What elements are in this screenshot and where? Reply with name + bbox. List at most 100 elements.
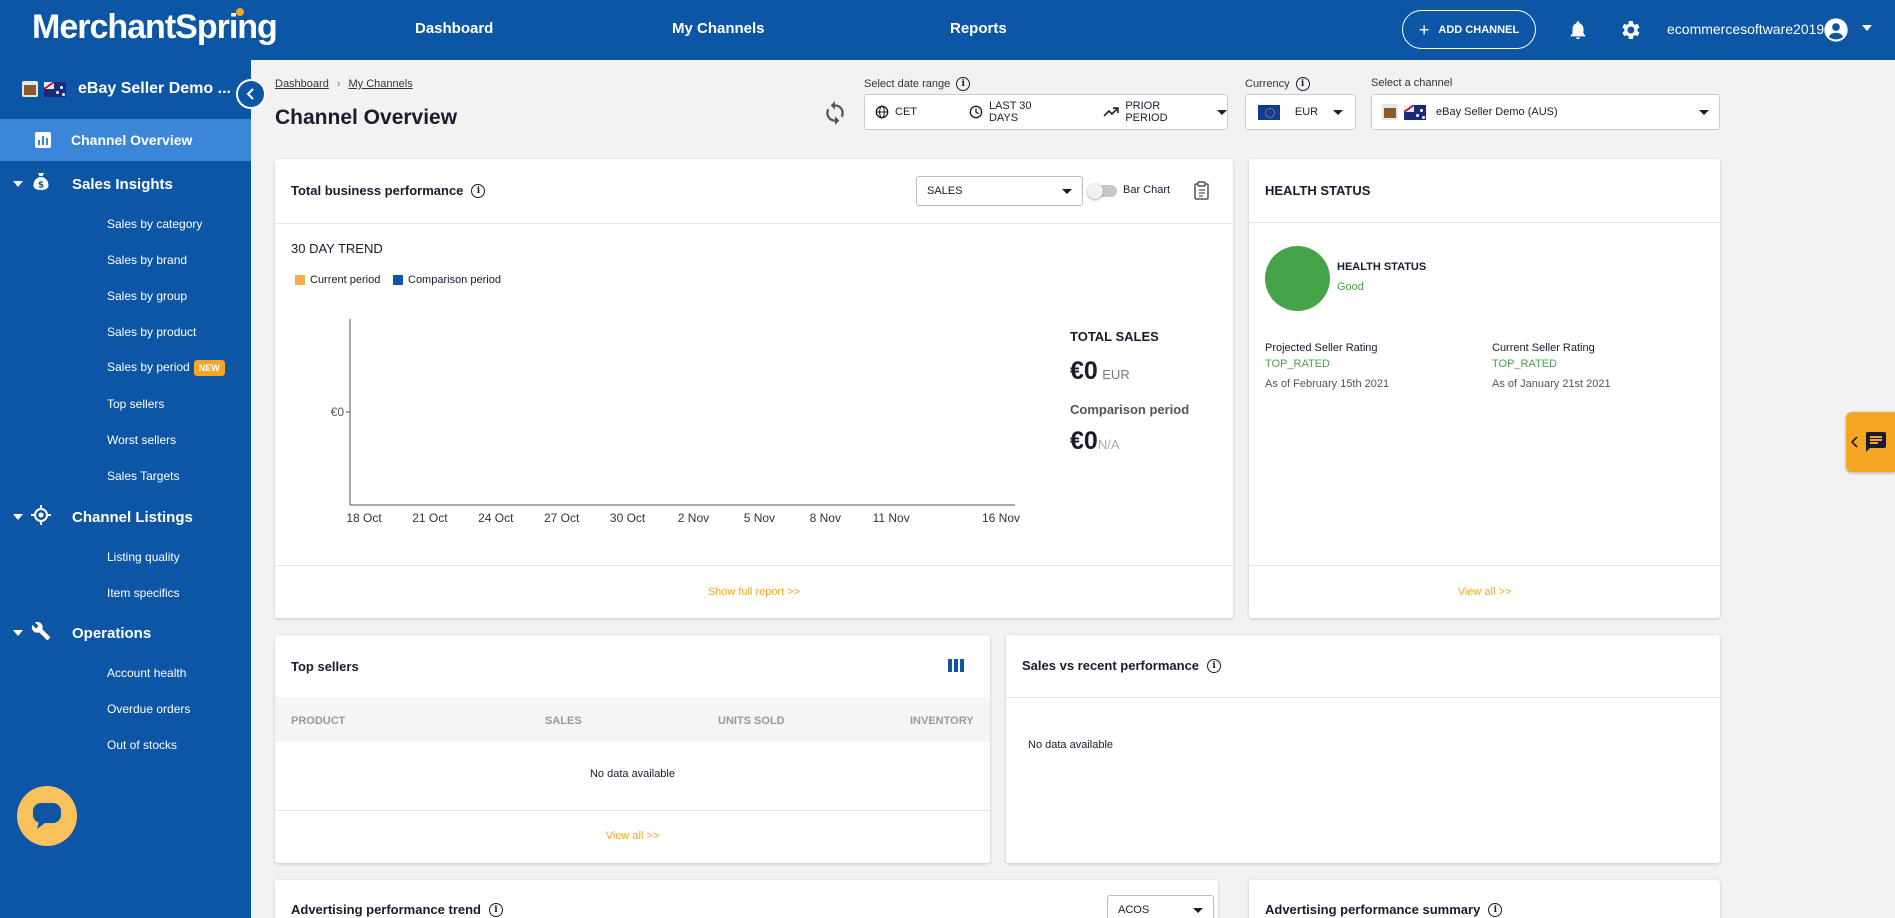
- info-icon[interactable]: i: [1488, 902, 1503, 917]
- compare-selector[interactable]: PRIOR PERIOD: [1103, 100, 1227, 124]
- nav-reports[interactable]: Reports: [950, 20, 1007, 37]
- user-menu-caret-icon[interactable]: [1862, 25, 1872, 31]
- health-view-all-link[interactable]: View all >>: [1457, 586, 1512, 598]
- x-tick-label: 2 Nov: [678, 511, 709, 525]
- chevron-down-icon: [1332, 109, 1343, 115]
- divider: [275, 223, 1233, 224]
- show-full-report-link[interactable]: Show full report >>: [707, 586, 801, 598]
- bar-chart-toggle-label: Bar Chart: [1123, 184, 1171, 196]
- info-icon[interactable]: i: [1207, 658, 1222, 673]
- chevron-down-icon: [1193, 907, 1203, 913]
- sidebar-item-item-specifics[interactable]: Item specifics: [107, 586, 180, 600]
- x-tick-label: 5 Nov: [744, 511, 775, 525]
- breadcrumb-my-channels[interactable]: My Channels: [348, 78, 413, 90]
- bell-icon[interactable]: [1564, 16, 1592, 44]
- sidebar: eBay Seller Demo ... Channel Overview $ …: [0, 60, 251, 918]
- feedback-tab[interactable]: [1846, 412, 1895, 472]
- card-title: Total business performance i: [291, 183, 486, 198]
- currency-label-text: Currency: [1245, 78, 1290, 90]
- x-tick-label: 27 Oct: [544, 511, 580, 525]
- clock-icon: [969, 105, 983, 119]
- sidebar-item-out-of-stocks[interactable]: Out of stocks: [107, 738, 178, 752]
- sidebar-item-sales-by-category[interactable]: Sales by category: [107, 217, 203, 231]
- legend-label: Current period: [310, 274, 381, 286]
- sidebar-item-sales-targets[interactable]: Sales Targets: [107, 469, 180, 483]
- sidebar-item-sales-by-group[interactable]: Sales by group: [107, 289, 188, 303]
- column-header-product[interactable]: PRODUCT: [291, 715, 346, 727]
- x-tick-label: 11 Nov: [873, 511, 910, 525]
- advertising-metric-select[interactable]: ACOS: [1107, 895, 1214, 918]
- sidebar-item-sales-by-product[interactable]: Sales by product: [107, 325, 197, 339]
- australia-flag-icon: [44, 81, 66, 97]
- australia-flag-icon: [1404, 104, 1426, 120]
- username-label[interactable]: ecommercesoftware2019: [1667, 21, 1825, 37]
- sidebar-item-channel-overview[interactable]: Channel Overview: [0, 119, 251, 161]
- info-icon[interactable]: i: [489, 902, 503, 917]
- metric-select[interactable]: SALES: [916, 176, 1083, 206]
- range-selector[interactable]: LAST 30 DAYS: [969, 100, 1063, 124]
- eu-flag-icon: [1258, 104, 1280, 120]
- columns-icon[interactable]: [948, 659, 964, 672]
- top-sellers-card: Top sellers PRODUCT SALES UNITS SOLD INV…: [275, 635, 990, 863]
- sidebar-section-channel-listings[interactable]: Channel Listings: [0, 505, 251, 529]
- sidebar-section-label: Operations: [72, 624, 152, 642]
- info-icon[interactable]: i: [471, 183, 486, 198]
- account-circle-icon[interactable]: [1822, 16, 1850, 49]
- divider: [1249, 565, 1720, 566]
- nav-dashboard[interactable]: Dashboard: [415, 20, 494, 37]
- x-tick-label: 16 Nov: [982, 511, 1020, 525]
- rating-date: As of February 15th 2021: [1265, 378, 1390, 390]
- sidebar-item-overdue-orders[interactable]: Overdue orders: [107, 702, 191, 716]
- currency-selector[interactable]: EUR: [1245, 94, 1356, 130]
- rating-date: As of January 21st 2021: [1492, 378, 1611, 390]
- target-icon: [31, 505, 51, 529]
- gear-icon[interactable]: [1616, 16, 1644, 44]
- health-status-value: Good: [1337, 281, 1364, 293]
- info-icon[interactable]: i: [956, 77, 971, 91]
- timezone-selector[interactable]: CET: [875, 105, 917, 119]
- sidebar-item-sales-by-brand[interactable]: Sales by brand: [107, 253, 188, 267]
- total-sales-value: €0: [1070, 357, 1098, 385]
- rating-label: Current Seller Rating: [1492, 342, 1595, 354]
- sidebar-item-sales-by-period[interactable]: Sales by period NEW: [107, 360, 225, 376]
- sidebar-item-worst-sellers[interactable]: Worst sellers: [107, 433, 177, 447]
- legend-swatch-current: [295, 275, 305, 285]
- x-tick-label: 18 Oct: [346, 511, 382, 525]
- x-tick-label: 21 Oct: [412, 511, 448, 525]
- breadcrumb-dashboard[interactable]: Dashboard: [275, 78, 329, 90]
- channel-selector[interactable]: eBay Seller Demo (AUS): [1371, 94, 1720, 130]
- top-sellers-view-all-link[interactable]: View all >>: [605, 830, 660, 842]
- chevron-down-icon: [13, 630, 23, 636]
- export-icon[interactable]: [1193, 181, 1211, 206]
- sidebar-channel-header[interactable]: eBay Seller Demo ...: [22, 80, 231, 98]
- legend-label: Comparison period: [408, 274, 501, 286]
- sidebar-section-operations[interactable]: Operations: [0, 621, 251, 643]
- nav-my-channels[interactable]: My Channels: [672, 20, 765, 37]
- column-header-units-sold[interactable]: UNITS SOLD: [718, 715, 785, 727]
- sidebar-item-top-sellers[interactable]: Top sellers: [107, 397, 165, 411]
- add-channel-button[interactable]: + ADD CHANNEL: [1402, 10, 1536, 49]
- column-header-inventory[interactable]: INVENTORY: [910, 715, 974, 727]
- column-header-sales[interactable]: SALES: [545, 715, 582, 727]
- store-icon: [1382, 104, 1398, 120]
- bar-chart-icon: [35, 132, 51, 151]
- refresh-icon[interactable]: [822, 100, 848, 131]
- channel-value: eBay Seller Demo (AUS): [1436, 106, 1558, 118]
- currency-value: EUR: [1294, 106, 1319, 118]
- date-range-label: Select date range i: [864, 77, 971, 91]
- sidebar-collapse-button[interactable]: [236, 79, 266, 109]
- chat-bubble-button[interactable]: [17, 786, 77, 846]
- bar-chart-toggle[interactable]: [1087, 183, 1117, 199]
- sidebar-item-label: Sales by period: [107, 360, 190, 375]
- legend-swatch-comparison: [393, 275, 403, 285]
- info-icon[interactable]: i: [1295, 77, 1310, 91]
- card-title-text: Advertising performance trend: [291, 902, 481, 917]
- legend-comparison: Comparison period: [393, 274, 501, 286]
- sidebar-section-label: Channel Listings: [72, 508, 193, 526]
- total-sales-value-group: €0 EUR: [1070, 357, 1130, 386]
- currency-label: Currency i: [1245, 77, 1310, 91]
- sidebar-item-account-health[interactable]: Account health: [107, 666, 187, 680]
- x-tick-label: 8 Nov: [810, 511, 841, 525]
- sidebar-section-sales-insights[interactable]: $ Sales Insights: [0, 173, 251, 194]
- sidebar-item-listing-quality[interactable]: Listing quality: [107, 550, 180, 564]
